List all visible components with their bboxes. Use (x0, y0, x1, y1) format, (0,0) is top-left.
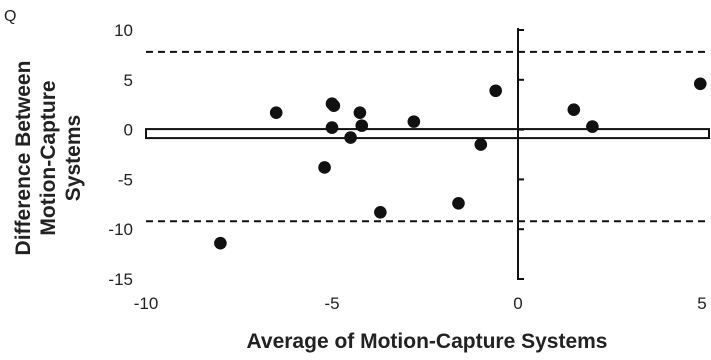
data-point (355, 119, 369, 132)
y-axis-title: Difference Between Motion-Capture System… (12, 61, 85, 256)
x-tick-label: 0 (513, 294, 522, 313)
y-tick-label: -5 (118, 170, 133, 189)
x-tick-label: -10 (134, 294, 159, 313)
reference-lines (145, 50, 710, 223)
data-point (407, 115, 421, 128)
y-axis-title-line-3: Systems (62, 115, 85, 201)
data-point (318, 161, 331, 174)
data-point (452, 197, 465, 210)
y-tick-label: 0 (124, 121, 133, 140)
data-point (489, 84, 502, 98)
data-point (353, 106, 367, 119)
data-point (214, 236, 227, 250)
data-point (344, 131, 357, 144)
x-tick-label: 5 (697, 294, 706, 313)
data-point (327, 99, 341, 112)
y-tick-label: -15 (108, 270, 133, 289)
x-tick-label: -5 (324, 294, 339, 313)
data-point (474, 138, 488, 151)
y-axis-title-line-2: Motion-Capture (37, 80, 60, 235)
panel-label: Q (4, 8, 16, 25)
y-tick-label: 5 (124, 71, 133, 90)
data-point (269, 106, 283, 119)
axes (517, 28, 524, 280)
data-point (586, 120, 599, 133)
data-points (214, 77, 707, 250)
mean-difference-bar (145, 128, 710, 140)
data-point (374, 205, 387, 219)
data-point (567, 103, 581, 116)
y-tick-label: -10 (108, 220, 133, 239)
y-axis-title-line-1: Difference Between (12, 61, 35, 256)
data-point (325, 121, 339, 134)
data-point (693, 77, 707, 91)
y-tick-label: 10 (114, 21, 133, 40)
x-axis-title: Average of Motion-Capture Systems (247, 330, 608, 353)
